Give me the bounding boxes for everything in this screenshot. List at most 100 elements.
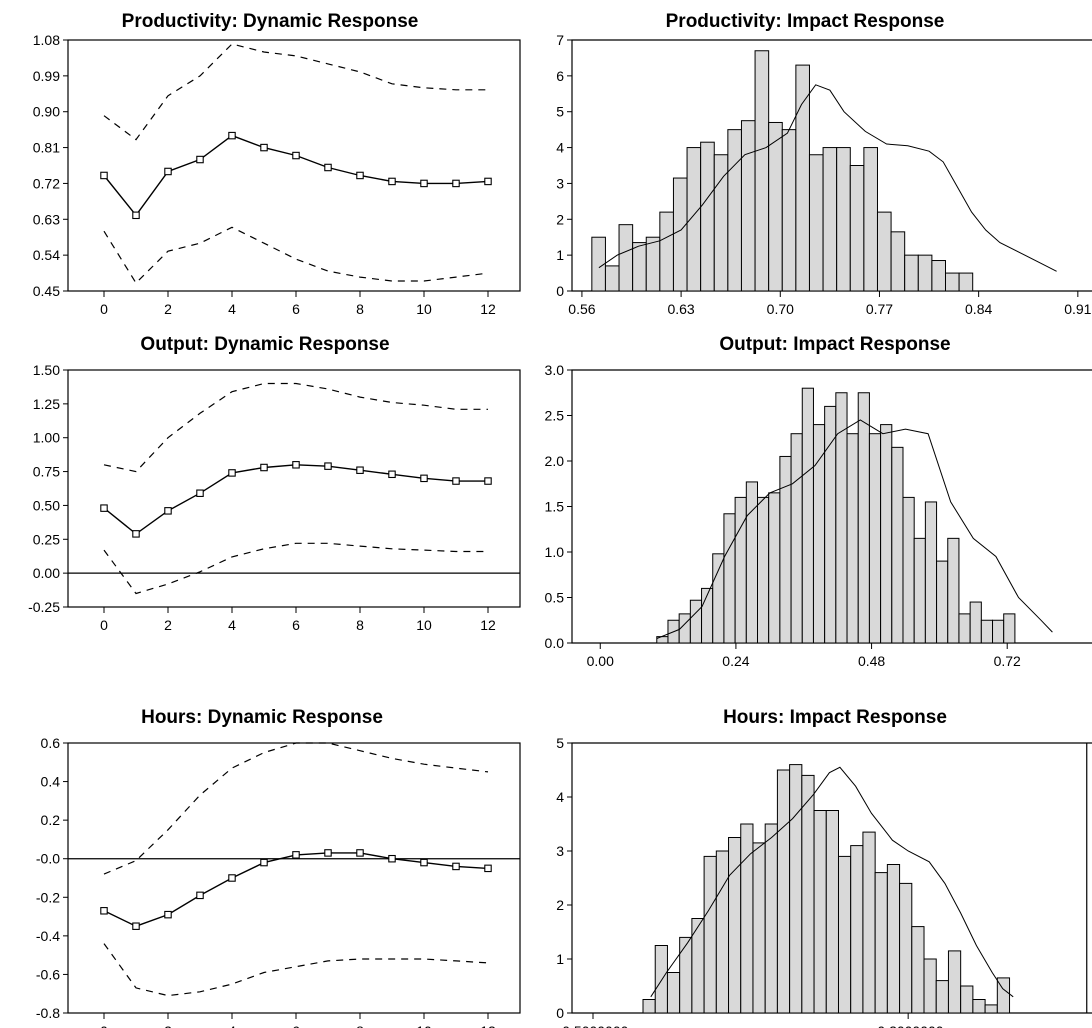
histogram-bar: [768, 121, 783, 292]
lower-band-line: [103, 943, 489, 997]
estimate-marker: [420, 179, 428, 188]
plot-frame: [67, 742, 521, 1014]
histogram-bar: [980, 619, 994, 644]
y-tick-label: -0.0: [36, 851, 60, 867]
histogram-bar: [740, 823, 754, 1014]
histogram-bar: [958, 613, 971, 644]
histogram-bar: [876, 211, 892, 292]
histogram-bar: [899, 882, 913, 1014]
point-estimate-line: [103, 134, 489, 217]
x-tick-label: 4: [228, 617, 236, 633]
x-tick-label: 0.00: [587, 653, 614, 669]
histogram-bar: [846, 433, 859, 644]
panel-1: Productivity: Dynamic Response 0.45 0.54 0.…: [33, 11, 521, 317]
y-tick-label: 1: [556, 951, 564, 967]
upper-band-line: [103, 382, 488, 473]
x-tick-label: 0.91: [1064, 301, 1091, 317]
estimate-marker: [164, 507, 172, 515]
histogram-bar: [672, 177, 688, 292]
y-tick-label: 3: [556, 843, 564, 859]
histogram-bar: [936, 560, 949, 644]
x-tick-label: 0.77: [866, 301, 893, 317]
estimate-marker: [356, 466, 364, 474]
y-tick-label: 0.00: [33, 565, 60, 581]
histogram-bar: [958, 272, 974, 292]
histogram-bar: [947, 950, 962, 1014]
histogram-bar: [591, 236, 606, 292]
density-curve: [650, 766, 1014, 998]
x-tick-label: 4: [228, 1023, 236, 1028]
point-estimate-line: [103, 464, 488, 535]
y-tick-label: 1.25: [33, 396, 60, 412]
panel-6: Hours: Impact Response 0 1 2 3 4 5 -0.5000000 -0…: [556, 707, 1092, 1028]
estimate-marker: [420, 474, 428, 483]
estimate-marker: [452, 477, 460, 485]
x-tick-label: 6: [292, 301, 300, 317]
y-tick-label: 0.99: [33, 68, 60, 84]
x-tick-label: 0.70: [767, 301, 794, 317]
histogram-bar: [992, 619, 1005, 644]
estimate-marker: [260, 463, 268, 472]
estimate-marker: [388, 854, 396, 863]
y-tick-label: 3.0: [545, 362, 565, 378]
x-tick-label: 0.72: [994, 653, 1021, 669]
histogram-bar: [757, 496, 770, 644]
upper-band-line: [103, 742, 489, 875]
x-tick-label: 0: [100, 617, 108, 633]
histogram-bar: [944, 272, 960, 292]
estimate-marker: [484, 477, 492, 485]
histogram-bar: [935, 980, 949, 1014]
y-tick-label: 2.0: [545, 453, 565, 469]
histogram-bar: [857, 392, 870, 644]
histogram-bar: [917, 254, 933, 292]
x-tick-label: 10: [416, 617, 432, 633]
estimate-marker: [324, 462, 332, 470]
histogram-bar: [812, 424, 826, 644]
histogram-bar: [931, 260, 946, 292]
histogram-bar: [825, 810, 839, 1014]
x-tick-label: 0.56: [568, 301, 595, 317]
histogram-bar: [923, 958, 937, 1014]
histogram-bar: [740, 120, 756, 292]
y-tick-label: 1.00: [33, 430, 60, 446]
y-tick-label: 0.45: [33, 283, 60, 299]
x-tick-label: 10: [416, 301, 432, 317]
histogram-bar: [862, 831, 876, 1014]
histogram-bar: [824, 405, 837, 644]
y-tick-label: 1.08: [33, 32, 60, 48]
estimate-marker: [356, 171, 364, 180]
histogram-bar: [703, 855, 717, 1014]
y-tick-label: 6: [556, 68, 564, 84]
y-tick-label: 0.81: [33, 140, 60, 156]
chart-title: Output: Dynamic Response: [140, 334, 389, 355]
chart-title: Productivity: Dynamic Response: [122, 11, 419, 32]
y-tick-label: 2: [556, 211, 564, 227]
estimate-marker: [196, 489, 204, 497]
plot-frame: [67, 369, 521, 608]
x-tick-label: 2: [164, 1023, 172, 1028]
histogram-bar: [837, 855, 852, 1014]
histogram-bar: [689, 599, 703, 644]
x-tick-label: 8: [356, 617, 364, 633]
x-tick-label: 10: [416, 1023, 432, 1028]
chart-title: Hours: Impact Response: [723, 707, 947, 728]
histogram-bar: [890, 231, 906, 292]
estimate-marker: [164, 167, 172, 176]
histogram-bar: [679, 936, 693, 1014]
histogram-bar: [701, 587, 714, 644]
histogram-bar: [764, 823, 778, 1014]
y-tick-label: 0.90: [33, 104, 60, 120]
estimate-marker: [164, 910, 172, 919]
histogram-bar: [686, 147, 702, 292]
estimate-marker: [420, 858, 428, 867]
histogram-bar: [808, 154, 824, 292]
estimate-marker: [388, 470, 396, 479]
histogram-bar: [604, 265, 620, 292]
histogram-bar: [874, 872, 888, 1014]
histogram-bar: [836, 147, 851, 292]
y-tick-label: 1: [556, 247, 564, 263]
y-tick-label: 0.0: [545, 635, 565, 651]
histogram-bar: [789, 764, 803, 1014]
